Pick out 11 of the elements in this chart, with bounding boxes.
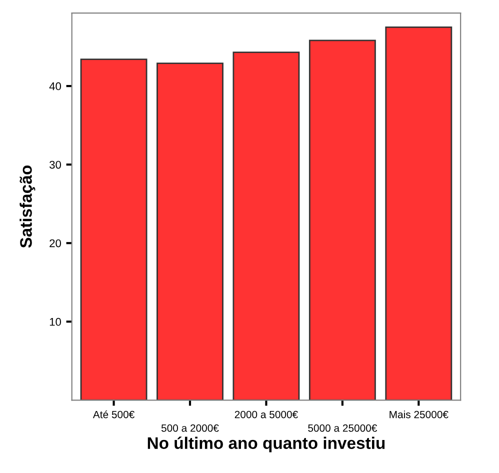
x-tick-label: Mais 25000€ bbox=[390, 410, 448, 418]
y-tick-label: 30 bbox=[50, 160, 62, 169]
x-tick-label: Até 500€ bbox=[92, 410, 134, 418]
x-tick-label: 2000 a 5000€ bbox=[234, 410, 298, 418]
x-axis-title: No último ano quanto investiu bbox=[148, 436, 385, 452]
x-tick-label: 5000 a 25000€ bbox=[308, 424, 378, 432]
y-tick-label: 20 bbox=[50, 239, 62, 248]
y-tick-label: 10 bbox=[50, 318, 62, 326]
y-tick-label: 40 bbox=[49, 82, 62, 90]
x-tick-label: 500 a 2000€ bbox=[161, 424, 219, 432]
y-axis-title: Satisfação bbox=[20, 166, 36, 248]
